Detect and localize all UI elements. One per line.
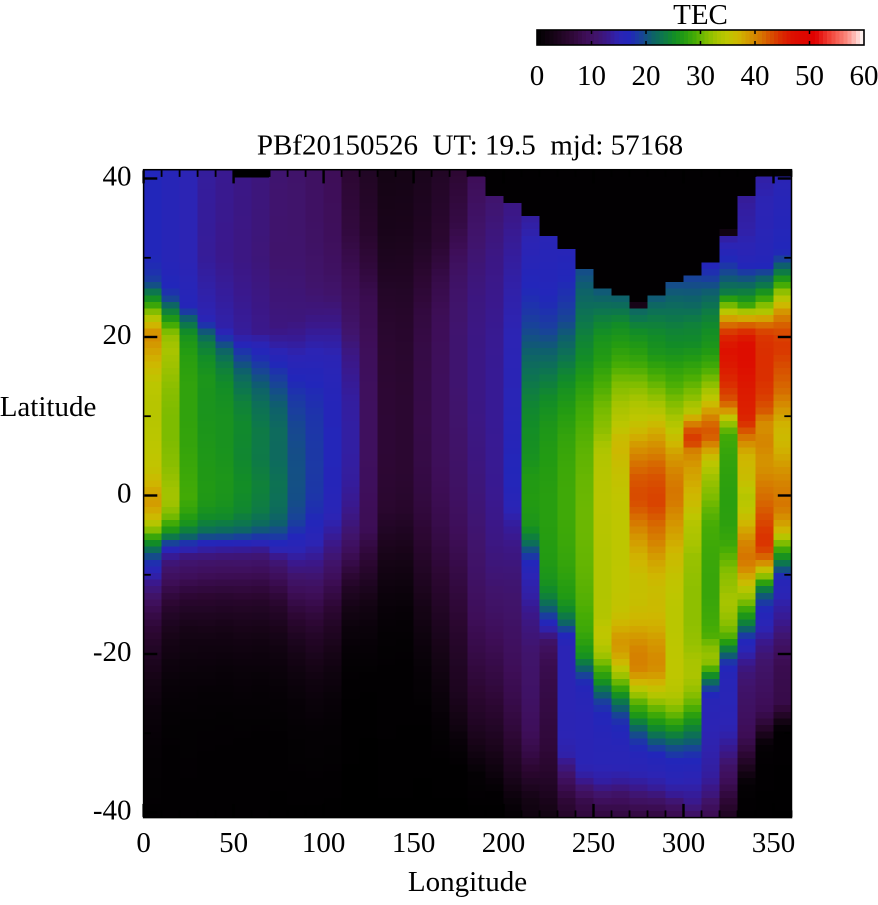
svg-text:Longitude: Longitude — [408, 866, 527, 898]
svg-text:30: 30 — [686, 60, 715, 92]
svg-text:20: 20 — [632, 60, 661, 92]
svg-text:60: 60 — [850, 60, 878, 92]
svg-text:50: 50 — [795, 60, 824, 92]
svg-text:-20: -20 — [93, 636, 132, 668]
svg-text:150: 150 — [392, 827, 436, 859]
svg-text:20: 20 — [103, 319, 132, 351]
svg-text:50: 50 — [219, 827, 248, 859]
svg-text:350: 350 — [752, 827, 796, 859]
svg-text:200: 200 — [482, 827, 526, 859]
svg-text:300: 300 — [662, 827, 706, 859]
svg-text:Latitude: Latitude — [0, 391, 96, 423]
svg-text:PBf20150526 UT: 19.5 mjd: 57: PBf20150526 UT: 19.5 mjd: 57168 — [257, 130, 683, 162]
svg-text:40: 40 — [741, 60, 770, 92]
svg-text:0: 0 — [136, 827, 151, 859]
svg-text:TEC: TEC — [673, 0, 728, 31]
svg-text:100: 100 — [302, 827, 346, 859]
svg-text:0: 0 — [530, 60, 545, 92]
svg-text:40: 40 — [103, 161, 132, 193]
svg-text:250: 250 — [572, 827, 616, 859]
svg-text:0: 0 — [117, 478, 132, 510]
svg-text:-40: -40 — [93, 795, 132, 827]
svg-text:10: 10 — [577, 60, 606, 92]
